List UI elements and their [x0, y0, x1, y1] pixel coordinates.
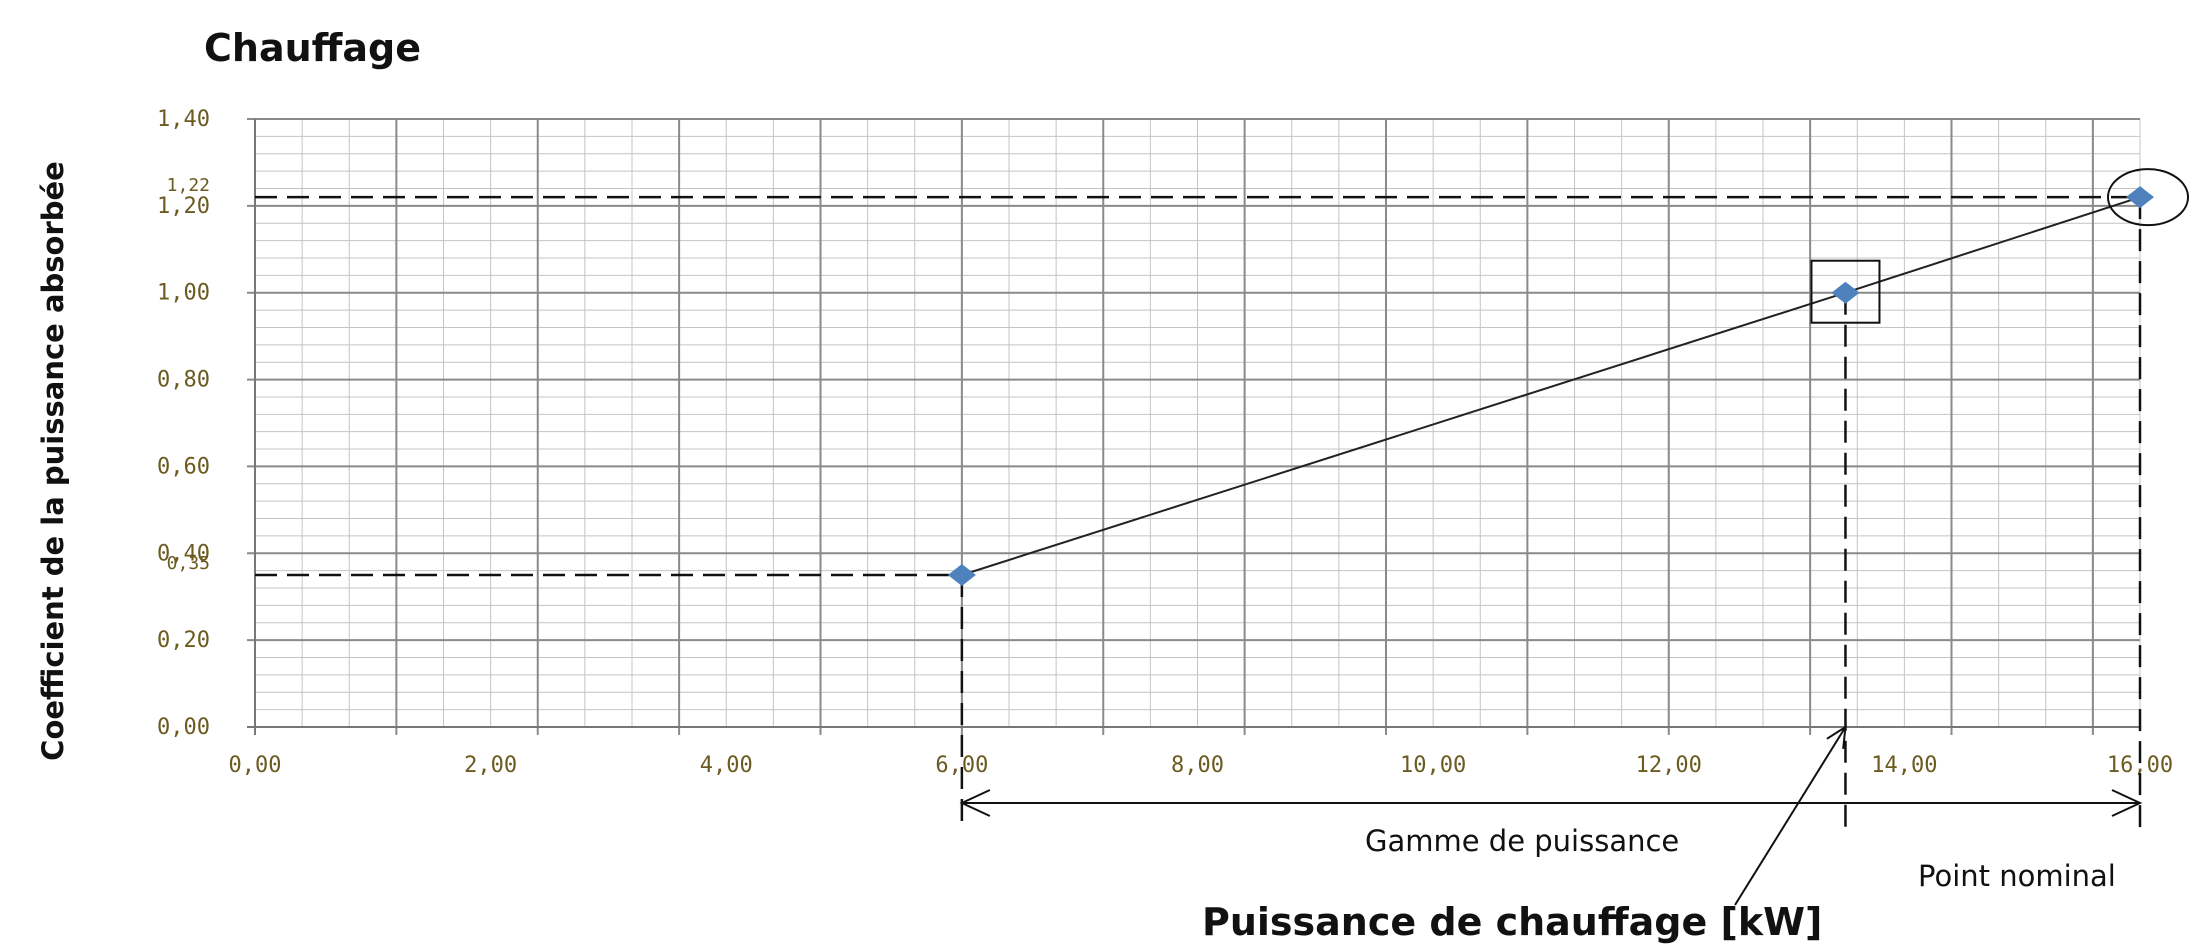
highlight-ellipse: [2107, 168, 2189, 227]
x-axis-label: Puissance de chauffage [kW]: [1202, 900, 1822, 944]
reference-label: 1,22: [167, 175, 210, 196]
y-tick-label: 0,60: [157, 454, 210, 479]
y-axis-label: Coefficient de la puissance absorbée: [36, 161, 70, 761]
data-point: [947, 564, 976, 586]
y-tick-label: 1,20: [157, 194, 210, 219]
x-tick-label: 14,00: [1871, 753, 1937, 778]
range-arrow-head-right: [2111, 789, 2143, 817]
x-tick-label: 12,00: [1636, 753, 1702, 778]
y-tick-label: 1,40: [157, 107, 210, 132]
grid: [247, 118, 2141, 735]
y-tick-label: 0,80: [157, 368, 210, 393]
x-tick-label: 0,00: [229, 753, 282, 778]
x-tick-label: 10,00: [1400, 753, 1466, 778]
y-tick-label: 0,40: [157, 541, 210, 566]
data-series: [947, 186, 2154, 586]
pointer-arrow-head: [1826, 725, 1847, 749]
x-tick-label: 4,00: [700, 753, 753, 778]
reference-lines: 1,22 0,35: [167, 175, 2142, 828]
chart-title: Chauffage: [204, 26, 421, 70]
tick-labels: 0,00 2,00 4,00 6,00 8,00 10,00 12,00 14,00 16,00…: [157, 107, 2173, 778]
reference-label: 0,35: [167, 553, 210, 574]
data-point: [2126, 186, 2154, 209]
y-tick-label: 0,20: [157, 628, 210, 653]
x-tick-label: 2,00: [464, 753, 517, 778]
x-tick-label: 8,00: [1171, 753, 1224, 778]
pointer-arrow-line: [1734, 726, 1847, 906]
y-tick-label: 1,00: [157, 281, 210, 306]
annotations: [959, 168, 2189, 906]
y-tick-label: 0,00: [157, 715, 210, 740]
range-label: Gamme de puissance: [1365, 824, 1679, 858]
nominal-label: Point nominal: [1918, 859, 2116, 893]
highlight-square: [1810, 259, 1881, 324]
data-point: [1831, 281, 1860, 304]
range-arrow-head-left: [959, 789, 991, 817]
